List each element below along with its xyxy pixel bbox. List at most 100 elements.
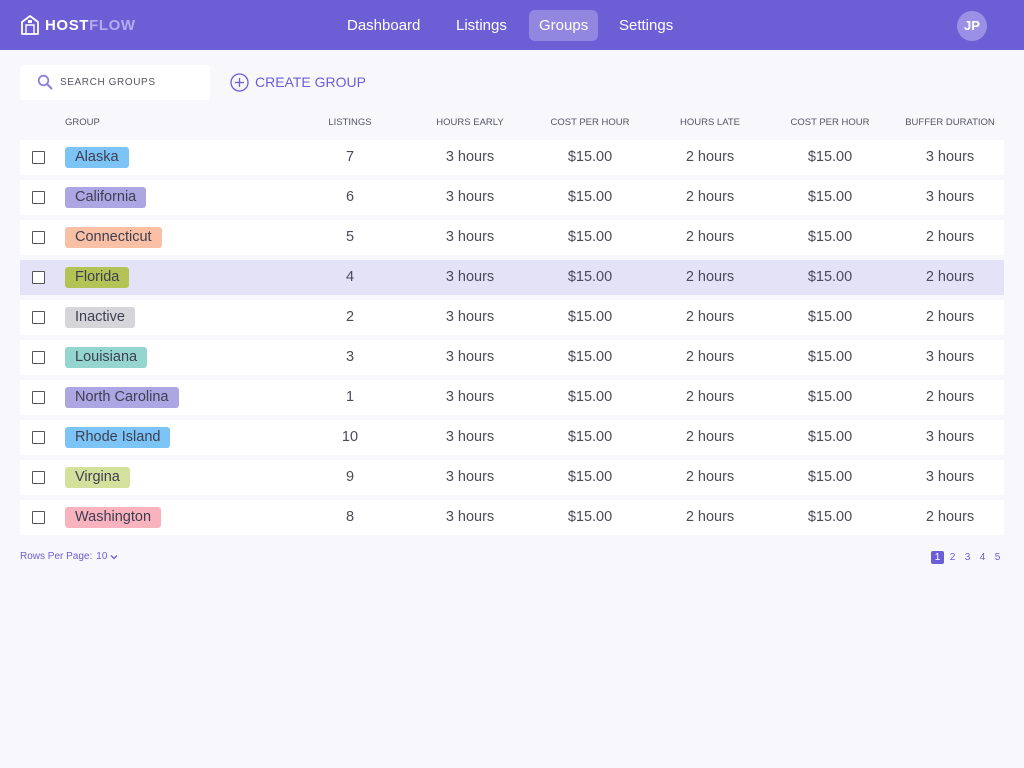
plus-circle-icon <box>230 72 249 92</box>
buffer-duration-value: 3 hours <box>925 429 975 445</box>
user-avatar[interactable]: JP <box>957 11 987 41</box>
row-checkbox[interactable] <box>32 191 45 204</box>
cost-per-hour-late-value: $15.00 <box>807 349 853 365</box>
buffer-duration-value: 2 hours <box>925 269 975 285</box>
buffer-duration-value: 2 hours <box>925 229 975 245</box>
table-row[interactable]: Inactive 2 3 hours $15.00 2 hours $15.00… <box>20 300 1004 335</box>
row-checkbox[interactable] <box>32 511 45 524</box>
app-name-host: HOST <box>45 16 90 34</box>
cost-per-hour-early-value: $15.00 <box>567 469 613 485</box>
hours-early-value: 3 hours <box>445 309 495 325</box>
hours-late-value: 2 hours <box>685 349 735 365</box>
hours-early-value: 3 hours <box>445 429 495 445</box>
buffer-duration-value: 2 hours <box>925 309 975 325</box>
search-groups-input[interactable] <box>60 72 200 93</box>
cost-per-hour-late-value: $15.00 <box>807 269 853 285</box>
hours-early-value: 3 hours <box>445 389 495 405</box>
cost-per-hour-late-value: $15.00 <box>807 509 853 525</box>
buffer-duration-value: 2 hours <box>925 509 975 525</box>
page-4-button[interactable]: 4 <box>979 552 986 563</box>
cost-per-hour-early-value: $15.00 <box>567 309 613 325</box>
column-header-group[interactable]: GROUP <box>65 117 100 128</box>
group-tag[interactable]: California <box>65 187 147 208</box>
cost-per-hour-early-value: $15.00 <box>567 349 613 365</box>
search-icon <box>37 74 53 90</box>
table-row[interactable]: Washington 8 3 hours $15.00 2 hours $15.… <box>20 500 1004 535</box>
nav-settings[interactable]: Settings <box>619 17 674 34</box>
column-header-buffer-duration[interactable]: BUFFER DURATION <box>905 117 995 128</box>
nav-groups[interactable]: Groups <box>529 10 599 41</box>
group-tag[interactable]: Rhode Island <box>65 427 171 448</box>
nav-listings[interactable]: Listings <box>456 17 507 34</box>
group-tag[interactable]: Florida <box>65 267 130 288</box>
group-tag[interactable]: Inactive <box>65 307 135 328</box>
hours-late-value: 2 hours <box>685 509 735 525</box>
house-logo-icon <box>21 15 39 35</box>
row-checkbox[interactable] <box>32 311 45 324</box>
cost-per-hour-late-value: $15.00 <box>807 149 853 165</box>
page-1-button[interactable]: 1 <box>931 551 944 564</box>
rows-per-page-selector[interactable]: Rows Per Page: 10 <box>20 551 118 562</box>
table-row[interactable]: Louisiana 3 3 hours $15.00 2 hours $15.0… <box>20 340 1004 375</box>
row-checkbox[interactable] <box>32 231 45 244</box>
cost-per-hour-early-value: $15.00 <box>567 509 613 525</box>
row-checkbox[interactable] <box>32 391 45 404</box>
table-row[interactable]: Florida 4 3 hours $15.00 2 hours $15.00 … <box>20 260 1004 295</box>
table-row[interactable]: North Carolina 1 3 hours $15.00 2 hours … <box>20 380 1004 415</box>
buffer-duration-value: 3 hours <box>925 149 975 165</box>
hours-early-value: 3 hours <box>445 229 495 245</box>
app-name-flow: FLOW <box>89 16 136 34</box>
group-tag[interactable]: Virgina <box>65 467 130 488</box>
listings-count: 4 <box>345 269 355 285</box>
cost-per-hour-late-value: $15.00 <box>807 229 853 245</box>
table-row[interactable]: Connecticut 5 3 hours $15.00 2 hours $15… <box>20 220 1004 255</box>
page-2-button[interactable]: 2 <box>949 552 956 563</box>
hours-late-value: 2 hours <box>685 269 735 285</box>
table-row[interactable]: California 6 3 hours $15.00 2 hours $15.… <box>20 180 1004 215</box>
column-header-cost-per-hour-late[interactable]: COST PER HOUR <box>790 117 870 128</box>
listings-count: 7 <box>345 149 355 165</box>
create-group-button[interactable]: CREATE GROUP <box>230 72 366 92</box>
listings-count: 1 <box>345 389 355 405</box>
group-tag[interactable]: North Carolina <box>65 387 179 408</box>
column-header-hours-early[interactable]: HOURS EARLY <box>436 117 504 128</box>
nav-dashboard[interactable]: Dashboard <box>347 17 421 34</box>
cost-per-hour-early-value: $15.00 <box>567 149 613 165</box>
page-5-button[interactable]: 5 <box>994 552 1001 563</box>
group-tag[interactable]: Connecticut <box>65 227 162 248</box>
cost-per-hour-late-value: $15.00 <box>807 429 853 445</box>
column-header-listings[interactable]: LISTINGS <box>328 117 372 128</box>
row-checkbox[interactable] <box>32 351 45 364</box>
group-tag[interactable]: Washington <box>65 507 162 528</box>
table-row[interactable]: Rhode Island 10 3 hours $15.00 2 hours $… <box>20 420 1004 455</box>
table-row[interactable]: Alaska 7 3 hours $15.00 2 hours $15.00 3… <box>20 140 1004 175</box>
top-navigation-bar: HOSTFLOW Dashboard Listings Groups Setti… <box>0 0 1024 50</box>
column-header-cost-per-hour-early[interactable]: COST PER HOUR <box>550 117 630 128</box>
search-box <box>20 65 210 100</box>
row-checkbox[interactable] <box>32 431 45 444</box>
row-checkbox[interactable] <box>32 151 45 164</box>
listings-count: 2 <box>345 309 355 325</box>
cost-per-hour-early-value: $15.00 <box>567 229 613 245</box>
cost-per-hour-late-value: $15.00 <box>807 309 853 325</box>
column-header-hours-late[interactable]: HOURS LATE <box>679 117 740 128</box>
buffer-duration-value: 2 hours <box>925 389 975 405</box>
table-row[interactable]: Virgina 9 3 hours $15.00 2 hours $15.00 … <box>20 460 1004 495</box>
page-3-button[interactable]: 3 <box>964 552 971 563</box>
listings-count: 5 <box>345 229 355 245</box>
app-logo[interactable]: HOSTFLOW <box>20 14 136 36</box>
row-checkbox[interactable] <box>32 471 45 484</box>
listings-count: 6 <box>345 189 355 205</box>
hours-early-value: 3 hours <box>445 509 495 525</box>
group-tag[interactable]: Alaska <box>65 147 129 168</box>
row-checkbox[interactable] <box>32 271 45 284</box>
listings-count: 10 <box>341 429 359 445</box>
hours-late-value: 2 hours <box>685 309 735 325</box>
create-group-label: CREATE GROUP <box>255 74 366 90</box>
hours-early-value: 3 hours <box>445 469 495 485</box>
cost-per-hour-early-value: $15.00 <box>567 429 613 445</box>
hours-early-value: 3 hours <box>445 149 495 165</box>
cost-per-hour-early-value: $15.00 <box>567 269 613 285</box>
listings-count: 9 <box>345 469 355 485</box>
group-tag[interactable]: Louisiana <box>65 347 148 368</box>
